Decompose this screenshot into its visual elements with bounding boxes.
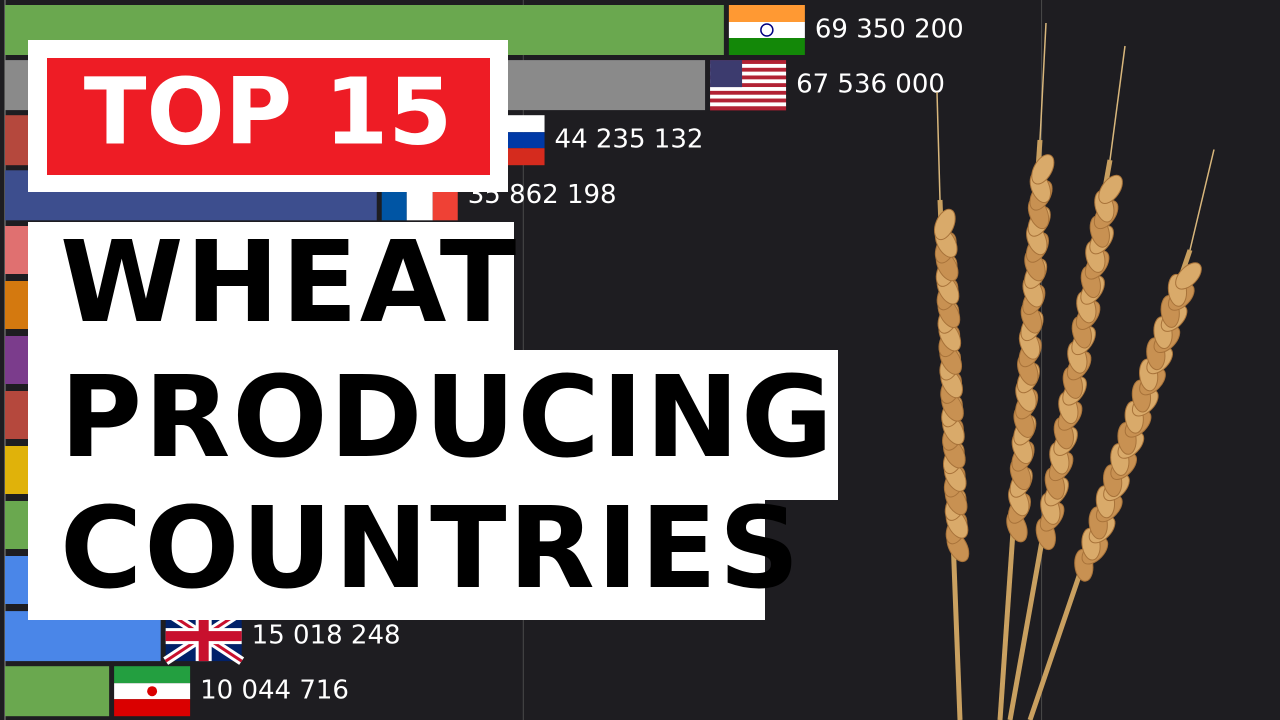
flag-part [728, 38, 805, 55]
flag-part [710, 94, 787, 99]
value-label: 15 018 248 [252, 621, 401, 651]
badge-text: TOP 15 [84, 58, 452, 165]
headline-line: WHEAT [60, 218, 518, 348]
flag-part [114, 666, 191, 684]
flag-part [760, 23, 774, 37]
flag [710, 60, 787, 111]
title-badge: TOP 15 [28, 40, 508, 192]
wheat-grain [1098, 174, 1123, 204]
flag-part [710, 79, 787, 84]
wheat-grain [933, 208, 956, 241]
flag-part [165, 631, 242, 642]
headline: WHEAT PRODUCING COUNTRIES [28, 218, 838, 620]
flag [728, 5, 805, 55]
flag-part [710, 90, 787, 96]
value-label: 67 536 000 [796, 70, 945, 100]
wheat-awn [1039, 22, 1047, 141]
headline-line: COUNTRIES [60, 484, 802, 614]
wheat-awn [1189, 149, 1215, 251]
badge-fill [47, 58, 490, 175]
headline-box [28, 498, 765, 620]
flag-part [710, 106, 787, 111]
flag-part [728, 22, 805, 38]
flag-part [710, 75, 787, 80]
flag-part [710, 83, 787, 88]
flag-part [710, 60, 787, 65]
flag-part [710, 63, 787, 69]
flag-part [710, 87, 787, 92]
headline-box [28, 350, 838, 500]
wheat-awn [1109, 45, 1126, 161]
flag-part [710, 102, 787, 107]
value-label: 44 235 132 [555, 125, 704, 155]
value-label: 10 044 716 [200, 676, 349, 706]
bar [5, 666, 110, 717]
flag-part [728, 5, 805, 22]
headline-line: PRODUCING [60, 353, 835, 483]
wheat-image [933, 22, 1215, 720]
flag-part [710, 71, 787, 76]
value-label: 69 350 200 [815, 15, 964, 45]
wheat-grain [1031, 154, 1055, 185]
flag-part [147, 686, 158, 697]
flag-part [710, 67, 787, 72]
headline-box [28, 222, 514, 352]
flag-part [710, 60, 743, 88]
flag-part [114, 699, 191, 717]
flag-part [710, 98, 787, 103]
flag [114, 666, 191, 717]
wheat-grain [1175, 262, 1202, 290]
wheat-awn [936, 91, 941, 201]
